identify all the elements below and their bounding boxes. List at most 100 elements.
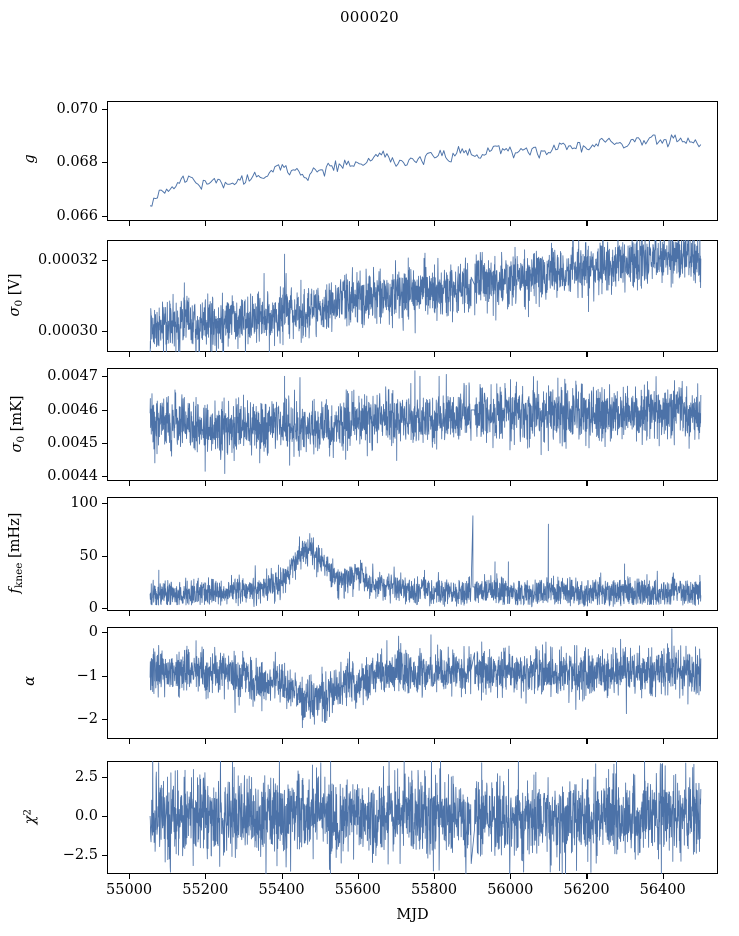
x-tick-mark <box>357 481 359 486</box>
x-tick-mark <box>586 611 588 616</box>
y-tick-mark <box>102 259 107 261</box>
x-tick-mark <box>281 611 283 616</box>
y-tick-mark <box>102 632 107 634</box>
y-axis-label-gain: g <box>22 154 38 164</box>
y-tick-label-chi-squared: 0.0 <box>74 808 98 825</box>
x-tick-label: 55600 <box>334 882 381 898</box>
y-axis-label-sigma0-volt: σ0 [V] <box>7 273 25 317</box>
data-line <box>149 240 702 352</box>
y-tick-mark <box>102 555 107 557</box>
x-tick-mark <box>434 481 436 486</box>
y-tick-label-chi-squared: 2.5 <box>74 769 98 786</box>
x-tick-label: 55200 <box>182 882 229 898</box>
x-tick-mark <box>357 221 359 226</box>
y-tick-label-chi-squared: −2.5 <box>62 847 98 864</box>
y-tick-mark <box>102 777 107 779</box>
y-tick-mark <box>102 215 107 217</box>
figure-title: 000020 <box>339 8 400 26</box>
y-tick-mark <box>102 442 107 444</box>
y-tick-label-f-knee: 50 <box>79 547 98 564</box>
x-tick-label: 56000 <box>487 882 534 898</box>
x-tick-mark <box>357 611 359 616</box>
x-tick-mark <box>586 352 588 357</box>
y-tick-mark <box>102 476 107 478</box>
y-tick-label-alpha: 0 <box>88 624 98 641</box>
x-tick-mark <box>434 352 436 357</box>
x-tick-mark <box>281 481 283 486</box>
series-alpha <box>149 628 702 729</box>
x-tick-label: 55800 <box>410 882 458 898</box>
y-axis-label-alpha: α <box>22 676 38 686</box>
x-tick-label: 55000 <box>106 882 153 898</box>
series-f-knee <box>149 515 702 608</box>
series-sigma0-volt <box>149 240 702 352</box>
data-line <box>149 370 702 474</box>
data-line <box>149 515 702 608</box>
y-tick-label-gain: 0.070 <box>56 101 98 117</box>
y-tick-label-f-knee: 0 <box>88 599 98 616</box>
x-tick-mark <box>129 221 131 226</box>
x-tick-mark <box>205 611 207 616</box>
x-tick-mark <box>434 611 436 616</box>
y-axis-label-chi-squared: χ2 <box>21 808 39 824</box>
y-tick-label-sigma0-volt: 0.00032 <box>38 251 98 268</box>
y-tick-mark <box>102 607 107 609</box>
data-line <box>149 761 702 874</box>
x-tick-label: 56200 <box>563 882 610 898</box>
x-tick-mark <box>281 352 283 357</box>
y-tick-label-gain: 0.066 <box>56 207 98 224</box>
y-tick-mark <box>102 162 107 164</box>
x-tick-mark <box>662 874 664 879</box>
x-tick-mark <box>357 739 359 744</box>
x-tick-mark <box>434 874 436 879</box>
x-tick-mark <box>205 739 207 744</box>
x-tick-mark <box>510 739 512 744</box>
x-tick-mark <box>510 481 512 486</box>
plot-panel-alpha <box>107 627 718 739</box>
y-tick-mark <box>102 109 107 111</box>
y-tick-mark <box>102 503 107 505</box>
x-tick-mark <box>662 352 664 357</box>
x-tick-mark <box>662 481 664 486</box>
series-sigma0-mk <box>149 370 702 474</box>
x-tick-mark <box>281 221 283 226</box>
x-tick-mark <box>434 739 436 744</box>
y-axis-label-sigma0-mk: σ0 [mK] <box>9 394 27 453</box>
x-tick-mark <box>357 352 359 357</box>
y-tick-label-alpha: −1 <box>76 667 98 684</box>
x-tick-mark <box>510 611 512 616</box>
x-tick-mark <box>510 221 512 226</box>
series-chi-squared <box>149 761 702 874</box>
y-tick-mark <box>102 675 107 677</box>
x-tick-mark <box>205 874 207 879</box>
x-tick-mark <box>281 874 283 879</box>
plot-panel-sigma0-volt <box>107 240 718 352</box>
x-tick-label: 56400 <box>639 882 686 898</box>
x-tick-mark <box>129 352 131 357</box>
y-axis-label-f-knee: fknee [mHz] <box>7 512 25 594</box>
x-tick-mark <box>129 874 131 879</box>
x-tick-mark <box>586 739 588 744</box>
x-tick-mark <box>205 352 207 357</box>
x-tick-label: 55400 <box>258 882 305 898</box>
y-tick-label-alpha: −2 <box>76 711 98 728</box>
plot-panel-gain <box>107 101 718 221</box>
plot-panel-chi-squared <box>107 761 718 874</box>
plot-panel-sigma0-mk <box>107 368 718 481</box>
x-axis-label: MJD <box>396 907 429 923</box>
y-tick-mark <box>102 376 107 378</box>
y-tick-mark <box>102 816 107 818</box>
x-tick-mark <box>129 481 131 486</box>
y-tick-mark <box>102 719 107 721</box>
y-tick-label-sigma0-mk: 0.0045 <box>47 434 98 451</box>
x-tick-mark <box>586 481 588 486</box>
data-line <box>149 628 702 729</box>
y-tick-label-gain: 0.068 <box>56 154 98 171</box>
x-tick-mark <box>510 352 512 357</box>
y-tick-label-sigma0-mk: 0.0044 <box>47 468 98 484</box>
plot-panel-f-knee <box>107 497 718 611</box>
y-tick-mark <box>102 409 107 411</box>
y-tick-label-f-knee: 100 <box>70 495 98 512</box>
x-tick-mark <box>129 739 131 744</box>
